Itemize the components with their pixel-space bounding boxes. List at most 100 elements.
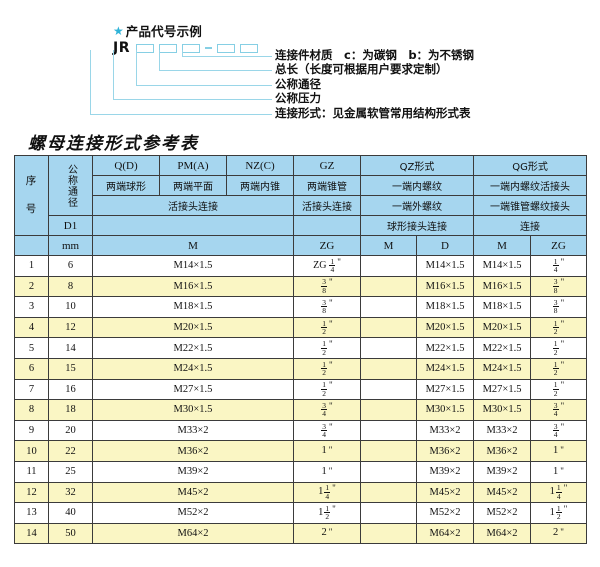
gz-size-inch-mark: " — [329, 318, 333, 329]
leader-line-v-conntype — [90, 50, 92, 114]
table-row: 14 50 M64×2 2 " M64×2 M64×2 2 " — [14, 522, 588, 545]
cell-nominal-diameter: 32 — [48, 481, 93, 504]
gz-size-inch-mark: " — [328, 527, 333, 538]
cell-qz-d: M24×1.5 — [415, 357, 475, 380]
cell-seq: 4 — [14, 316, 49, 339]
qg-size-whole: 1 — [553, 465, 559, 477]
cell-qg-zg: 1 1 2 " — [530, 502, 588, 524]
gz-size-inch-mark: " — [328, 465, 333, 476]
qg-size-denominator: 8 — [553, 306, 558, 316]
table-row: 5 14 M22×1.5 1 2 " M22×1.5 M22×1.5 1 2 " — [14, 337, 588, 359]
cell-nominal-diameter: 25 — [48, 460, 93, 483]
header-row-code: 序号 公称通径 Q(D) PM(A) NZ(C) GZ QZ形式 QG形式 — [14, 155, 588, 236]
cell-qg-m: M33×2 — [473, 419, 532, 442]
cell-qg-m: M24×1.5 — [473, 357, 532, 380]
cell-thread-m-merged: M24×1.5 — [92, 357, 294, 380]
cell-thread-m-merged: M22×1.5 — [92, 337, 294, 359]
header-row-units: mm M ZG M D M ZG — [14, 235, 588, 256]
qg-size-denominator: 4 — [553, 409, 558, 419]
header-d1-qg: 连接 — [473, 215, 588, 236]
gz-size-denominator: 4 — [322, 409, 327, 419]
gz-size: 1 2 " — [321, 359, 333, 377]
cell-qz-d: M39×2 — [415, 460, 475, 483]
header-group-qd: Q(D) — [92, 155, 160, 176]
gz-size-numerator: 1 — [321, 380, 328, 390]
gz-size-inch-mark: " — [329, 380, 333, 391]
cell-qg-zg: 1 1 4 " — [530, 481, 588, 504]
cell-nominal-diameter: 22 — [48, 440, 93, 462]
cell-gz-zg: 1 " — [293, 440, 361, 462]
gz-size: 1 2 " — [321, 318, 333, 336]
leader-line-v-pressure — [113, 50, 115, 99]
spec-table-container: 序号 公称通径 Q(D) PM(A) NZ(C) GZ QZ形式 QG形式 两端… — [14, 155, 588, 545]
header-group-qz: QZ形式 — [359, 155, 475, 176]
cell-qz-d: M30×1.5 — [415, 399, 475, 421]
qg-size: 1 4 " — [552, 257, 564, 274]
product-code-heading-text: 产品代号示例 — [125, 24, 202, 39]
gz-size-inch-mark: " — [329, 421, 333, 432]
header-endtype-pma: 两端平面 — [159, 175, 227, 196]
cell-gz-zg: 3 4 " — [293, 419, 361, 442]
gz-size-inch-mark: " — [329, 400, 333, 411]
cell-nominal-diameter: 16 — [48, 378, 93, 401]
cell-qg-zg: 3 4 " — [530, 399, 588, 421]
qg-size-inch-mark: " — [560, 297, 565, 308]
table-row: 10 22 M36×2 1 " M36×2 M36×2 1 " — [14, 440, 588, 462]
gz-size: 3 4 " — [321, 400, 333, 419]
header-d1-blank-union — [92, 215, 294, 236]
cell-qg-zg: 1 4 " — [530, 255, 588, 277]
gz-size-numerator: 3 — [321, 297, 328, 308]
cell-qz-d: M45×2 — [415, 481, 475, 504]
cell-qg-zg: 1 2 " — [530, 378, 588, 401]
header-d1-qz: 球形接头连接 — [359, 215, 475, 236]
cell-seq: 6 — [14, 357, 49, 380]
qg-size-denominator: 2 — [553, 327, 558, 337]
gz-size-numerator: 1 — [321, 359, 328, 370]
cell-qg-m: M36×2 — [473, 440, 532, 462]
gz-size: 1 2 " — [321, 340, 333, 356]
header-unit-m-merged: M — [92, 235, 294, 256]
qg-size-numerator: 1 — [555, 503, 562, 514]
header-row-endtype: 两端球形 两端平面 两端内锥 两端锥管 一端内螺纹 一端内螺纹活接头 — [15, 175, 588, 196]
qg-size-numerator: 3 — [552, 297, 559, 308]
qg-size-numerator: 1 — [555, 483, 562, 493]
code-box-4 — [217, 43, 235, 53]
header-unit-seq-blank — [14, 235, 49, 256]
leader-line-h-length — [159, 70, 272, 72]
leader-label-conntype: 连接形式：见金属软管常用结构形式表 — [275, 106, 471, 120]
table-row: 1 6 M14×1.5 ZG 1 4 " M14×1.5 M14×1.5 1 4 " — [14, 255, 588, 277]
cell-nominal-diameter: 14 — [48, 337, 93, 359]
table-header: 序号 公称通径 Q(D) PM(A) NZ(C) GZ QZ形式 QG形式 两端… — [14, 155, 588, 256]
gz-size-numerator: 1 — [324, 503, 331, 514]
cell-seq: 14 — [14, 522, 49, 545]
page-title: 螺母连接形式参考表 — [28, 134, 199, 154]
cell-qg-m: M52×2 — [473, 502, 532, 524]
cell-gz-zg: 1 2 " — [293, 357, 361, 380]
qg-size-inch-mark: " — [563, 503, 568, 514]
qg-size: 1 " — [553, 465, 564, 478]
qg-size-inch-mark: " — [560, 465, 564, 476]
qg-size-numerator: 1 — [552, 339, 559, 349]
cell-qg-zg: 3 4 " — [530, 419, 588, 442]
header-endtype-qz: 一端内螺纹 — [359, 175, 475, 196]
qg-size: 1 1 2 " — [550, 503, 568, 521]
cell-seq: 12 — [14, 481, 49, 504]
cell-qz-d: M22×1.5 — [415, 337, 475, 359]
qg-size: 2 " — [553, 528, 564, 539]
qg-size-numerator: 3 — [552, 277, 559, 287]
cell-qg-zg: 1 2 " — [530, 316, 588, 339]
header-group-nzc: NZ(C) — [226, 155, 294, 176]
qg-size-numerator: 1 — [552, 318, 559, 329]
cell-nominal-diameter: 8 — [48, 275, 93, 298]
table-body: 1 6 M14×1.5 ZG 1 4 " M14×1.5 M14×1.5 1 4 " 2 8 M16×1.5… — [14, 255, 588, 545]
table-row: 9 20 M33×2 3 4 " M33×2 M33×2 3 4 " — [14, 419, 588, 442]
header-nominal-diameter: 公称通径 — [48, 155, 93, 216]
cell-gz-zg: 1 1 2 " — [293, 502, 361, 524]
header-connection-qg: 一端锥管螺纹接头 — [473, 195, 588, 216]
